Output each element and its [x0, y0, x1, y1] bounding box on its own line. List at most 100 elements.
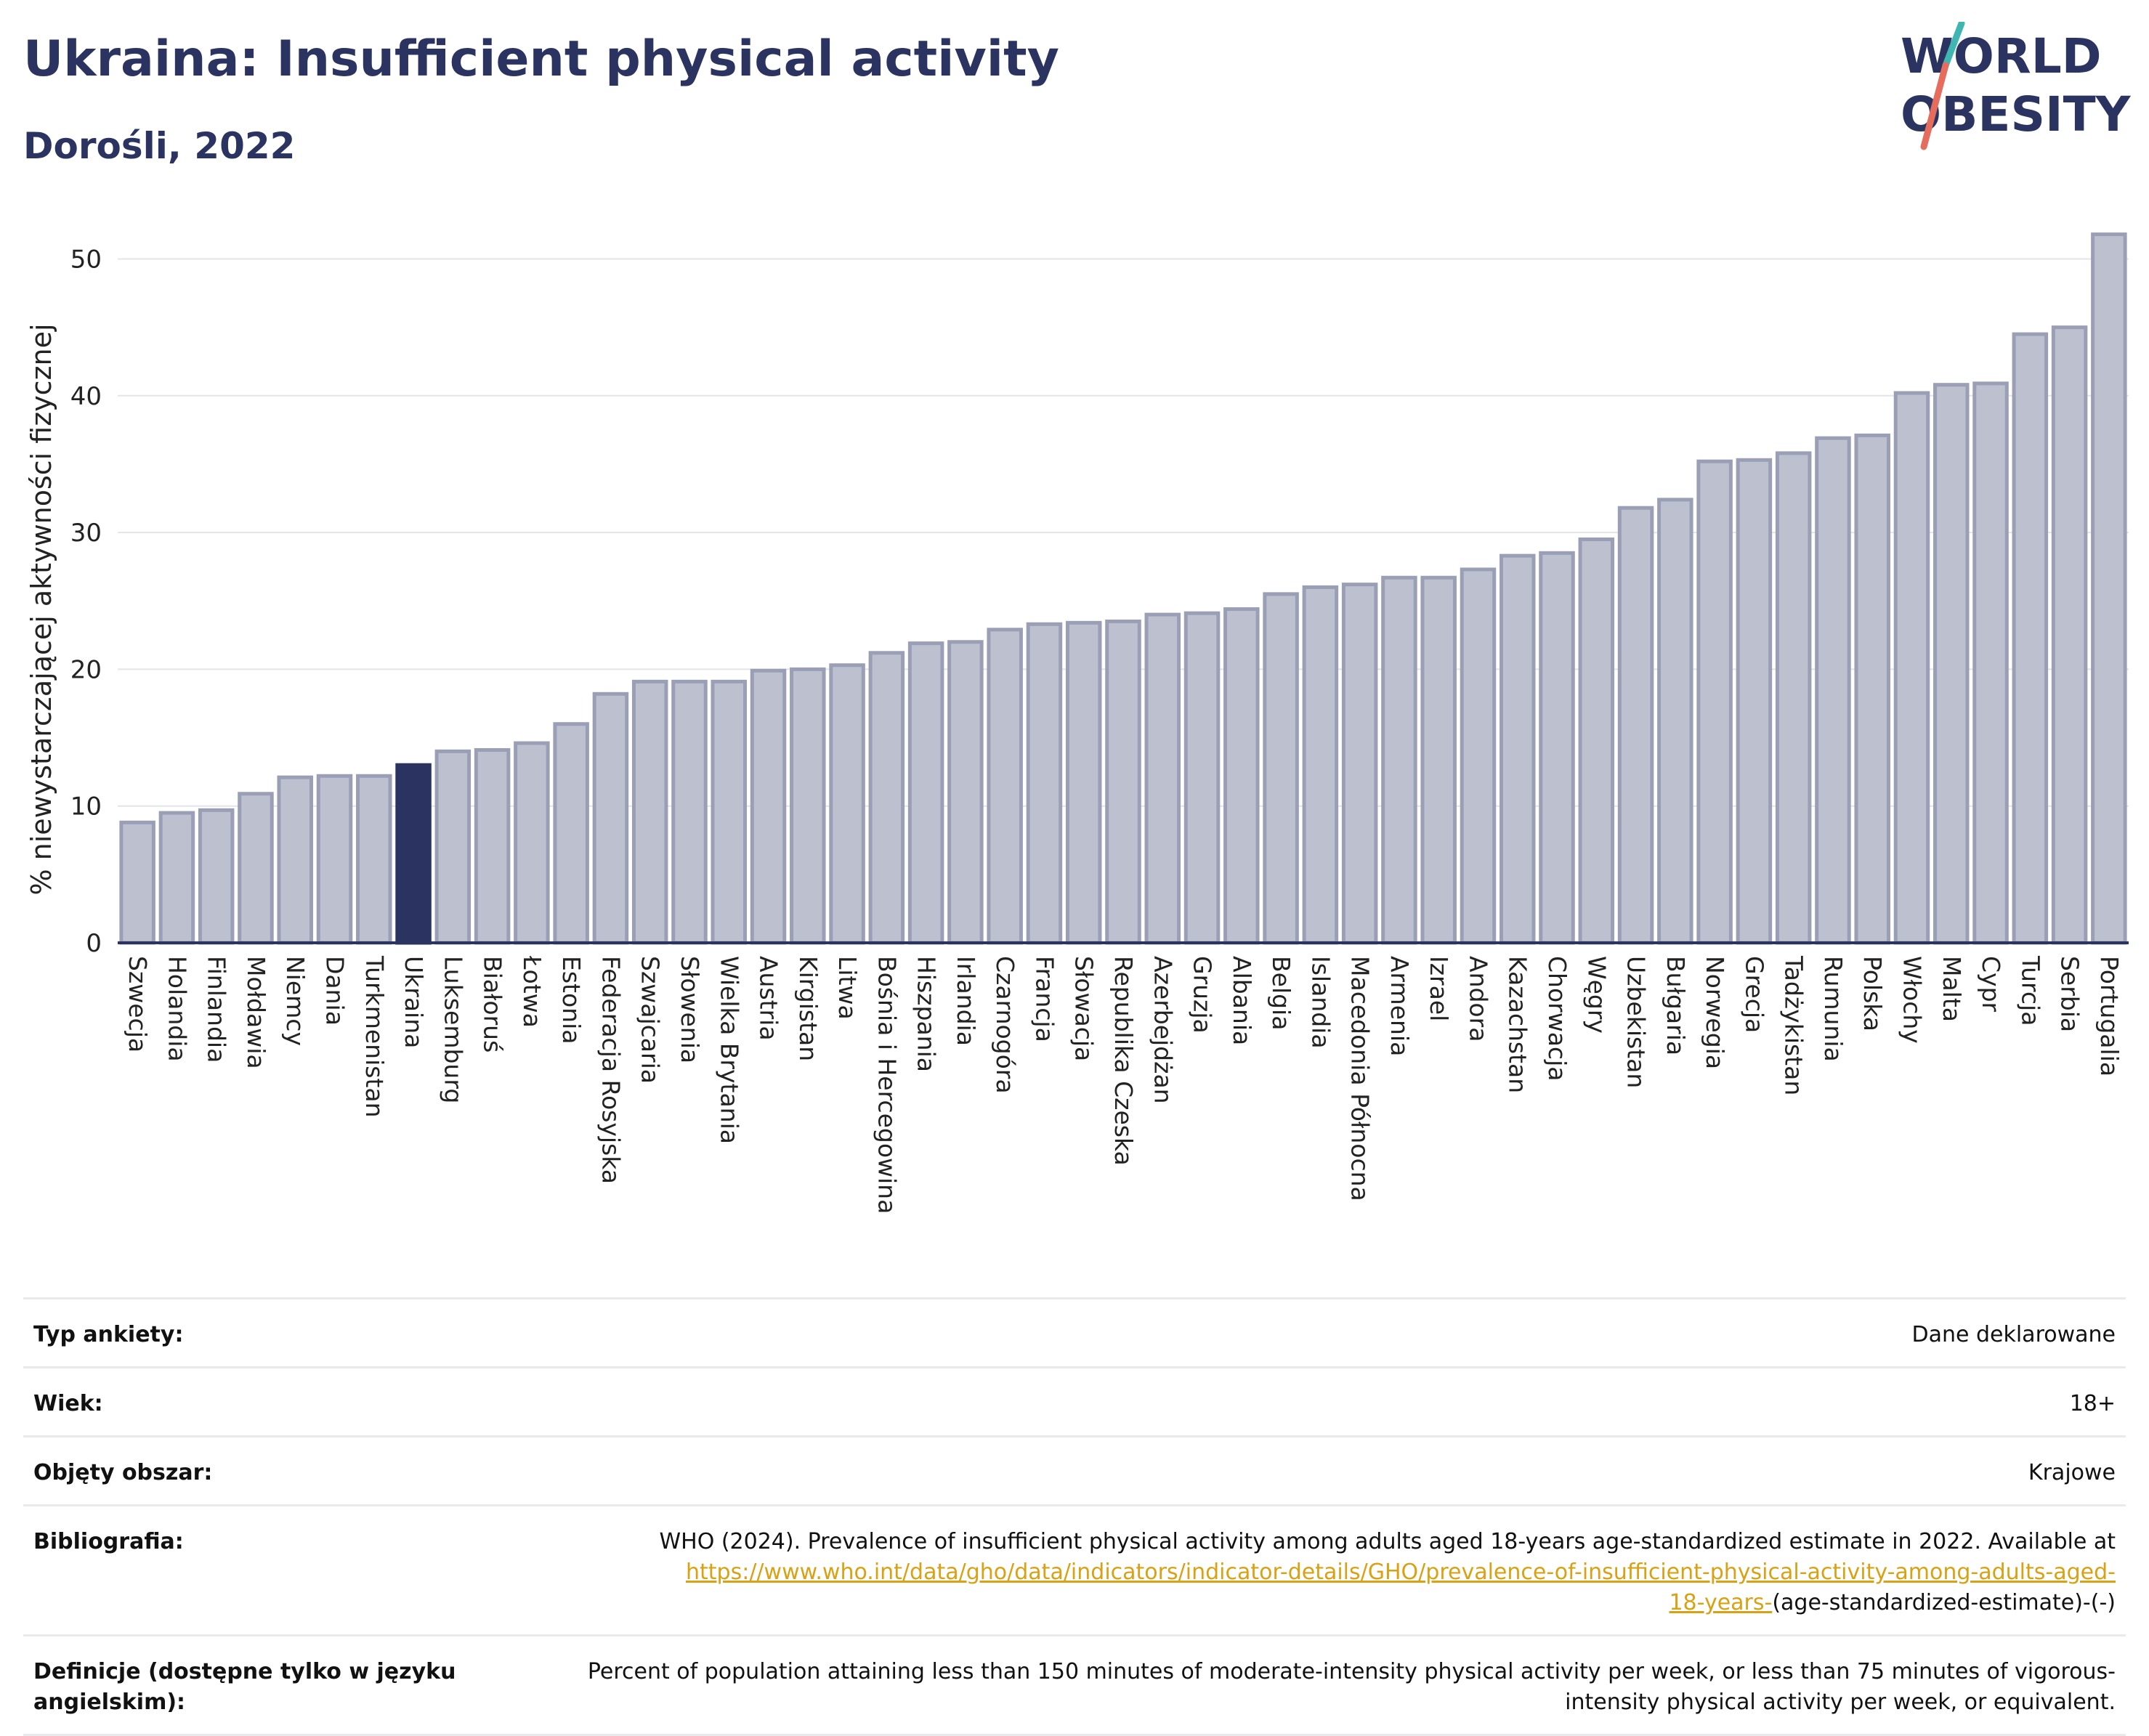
x-tick-label: Kirgistan	[794, 956, 822, 1061]
bar-słowenia	[671, 679, 708, 945]
bar-bułgaria	[1657, 498, 1693, 945]
bibliography-text: WHO (2024). Prevalence of insufficient p…	[659, 1529, 2116, 1554]
x-tick-label: Bośnia i Hercegowina	[873, 956, 901, 1214]
meta-key: Objęty obszar:	[33, 1460, 213, 1485]
bar-gruzja	[1183, 611, 1221, 945]
x-tick-label: Republika Czeska	[1109, 956, 1138, 1166]
bar-bośnia-i-hercegowina	[868, 651, 905, 945]
x-tick-label: Niemcy	[281, 956, 309, 1046]
meta-value: 18+	[2069, 1391, 2116, 1416]
bar-niemcy	[277, 775, 313, 945]
y-tick-label: 0	[86, 929, 102, 958]
bar-finlandia	[198, 808, 235, 945]
bar-irlandia	[947, 640, 984, 945]
meta-value: Percent of population attaining less tha…	[587, 1659, 2116, 1715]
bar-tadżykistan	[1775, 451, 1812, 945]
bar-serbia	[2051, 325, 2088, 945]
bar-austria	[750, 668, 787, 945]
x-tick-label: Gruzja	[1189, 956, 1217, 1034]
x-tick-label: Izrael	[1425, 956, 1453, 1021]
world-obesity-logo: WORLD OBESITY	[1901, 22, 2132, 150]
category-labels: Szwecja Holandia Finlandia Mołdawia Niemcy Da…	[124, 955, 2124, 1214]
bar-polska	[1854, 433, 1890, 945]
x-tick-label: Włochy	[1898, 956, 1926, 1044]
y-tick-label: 20	[70, 655, 102, 684]
x-tick-label: Estonia	[557, 956, 586, 1044]
x-tick-label: Rumunia	[1819, 956, 1848, 1062]
bibliography-link[interactable]: https://www.who.int/data/gho/data/indica…	[686, 1559, 2116, 1585]
meta-value: Dane deklarowane	[1911, 1322, 2116, 1347]
x-tick-label: Holandia	[163, 956, 191, 1062]
x-tick-label: Irlandia	[952, 956, 980, 1046]
bar-szwecja	[119, 820, 155, 945]
x-tick-label: Finlandia	[203, 956, 231, 1063]
bar-estonia	[553, 722, 589, 945]
x-tick-label: Polska	[1858, 956, 1887, 1031]
bar-hiszpania	[907, 641, 944, 945]
x-tick-label: Andora	[1464, 956, 1492, 1042]
y-tick-label: 30	[70, 519, 102, 548]
bar-chorwacja	[1539, 551, 1575, 945]
x-tick-label: Azerbejdżan	[1149, 956, 1177, 1104]
bar-luksemburg	[434, 749, 472, 945]
x-tick-label: Szwecja	[124, 956, 152, 1052]
chart-title: Ukraina: Insufficient physical activity	[23, 31, 1059, 88]
x-tick-label: Tadżykistan	[1780, 955, 1808, 1095]
meta-value: Krajowe	[2028, 1460, 2116, 1485]
x-tick-label: Czarnogóra	[991, 956, 1019, 1094]
bar-białoruś	[474, 747, 511, 945]
bar-izrael	[1420, 575, 1457, 945]
y-axis-ticks: 0 10 20 30 40 50	[70, 245, 102, 958]
bar-turcja	[2012, 332, 2049, 945]
bar-kirgistan	[790, 667, 826, 945]
logo-slash-top	[1942, 22, 1965, 69]
bar-andora	[1460, 567, 1497, 945]
bar-dania	[316, 774, 353, 945]
meta-row-age: Wiek: 18+	[23, 1366, 2126, 1435]
y-tick-label: 50	[70, 245, 102, 274]
meta-row-definition: Definicje (dostępne tylko w języku angie…	[23, 1634, 2126, 1736]
bar-republika-czeska	[1105, 619, 1141, 945]
y-tick-label: 40	[70, 382, 102, 411]
bar-portugalia	[2091, 232, 2127, 945]
bar-cypr	[1972, 381, 2009, 945]
bar-czarnogóra	[987, 628, 1023, 945]
x-tick-label: Ukraina	[400, 956, 428, 1048]
x-tick-label: Szwajcaria	[636, 956, 665, 1084]
meta-row-coverage: Objęty obszar: Krajowe	[23, 1435, 2126, 1504]
x-tick-label: Serbia	[2056, 956, 2084, 1032]
meta-value: WHO (2024). Prevalence of insufficient p…	[503, 1527, 2116, 1618]
bar-rumunia	[1815, 436, 1851, 945]
bar-albania	[1223, 607, 1260, 945]
bar-łotwa	[514, 741, 550, 945]
x-tick-label: Macedonia Północna	[1346, 956, 1375, 1201]
bar-macedonia-północna	[1341, 583, 1378, 945]
bar-uzbekistan	[1617, 506, 1654, 945]
x-tick-label: Federacja Rosyjska	[596, 956, 625, 1184]
logo-line1: WORLD	[1901, 28, 2102, 84]
x-tick-label: Węgry	[1582, 956, 1611, 1034]
bar-armenia	[1381, 575, 1417, 945]
bar-węgry	[1578, 538, 1615, 945]
metadata-table: Typ ankiety: Dane deklarowane Wiek: 18+ …	[23, 1297, 2126, 1736]
x-tick-label: Bułgaria	[1662, 956, 1690, 1055]
x-tick-label: Mołdawia	[242, 956, 270, 1069]
x-tick-label: Grecja	[1740, 956, 1768, 1033]
chart-subtitle: Dorośli, 2022	[23, 125, 296, 167]
x-tick-label: Kazachstan	[1504, 956, 1532, 1093]
bar-islandia	[1302, 585, 1339, 945]
bar-azerbejdżan	[1144, 612, 1181, 945]
y-axis-label: % niewystarczającej aktywności fizycznej	[25, 323, 57, 895]
bar-federacja-rosyjska	[592, 691, 629, 945]
meta-row-survey-type: Typ ankiety: Dane deklarowane	[23, 1297, 2126, 1366]
bar-mołdawia	[238, 792, 274, 945]
bibliography-link-continued[interactable]: 18-years-	[1669, 1590, 1773, 1615]
x-tick-label: Słowenia	[676, 956, 704, 1063]
x-tick-label: Albania	[1228, 956, 1256, 1045]
bar-litwa	[829, 663, 865, 945]
meta-row-bibliography: Bibliografia: WHO (2024). Prevalence of …	[23, 1504, 2126, 1634]
x-tick-label: Łotwa	[518, 955, 546, 1028]
x-tick-label: Turcja	[2016, 955, 2044, 1026]
bar-francja	[1026, 622, 1063, 945]
x-tick-label: Słowacja	[1070, 956, 1098, 1061]
